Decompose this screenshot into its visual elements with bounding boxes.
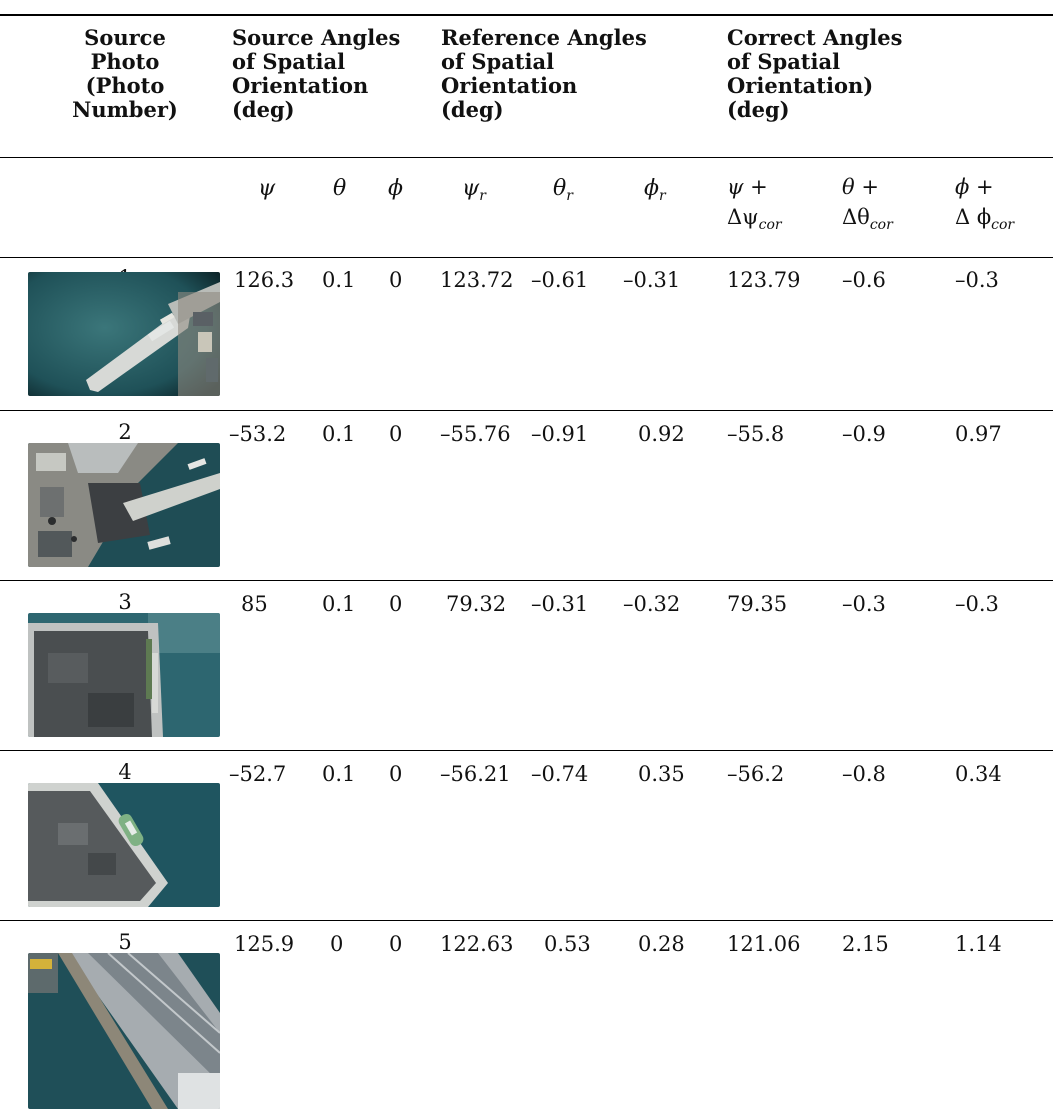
header-source-photo: Source Photo (Photo Number)	[72, 25, 178, 122]
theta-cor-top: θ +	[842, 175, 879, 199]
row-rule-2	[0, 580, 1053, 581]
row-rule-1	[0, 410, 1053, 411]
row-rule-3	[0, 750, 1053, 751]
cell-theta-cor: –0.3	[842, 592, 886, 616]
cell-psi: –52.7	[229, 762, 287, 786]
header-rule	[0, 157, 1053, 158]
cell-psi-cor: 123.79	[727, 268, 801, 292]
top-rule	[0, 14, 1053, 16]
phi-cor-delta: Δ ϕ	[955, 205, 992, 229]
cell-theta-r: –0.91	[531, 422, 589, 446]
psi-cor-delta: Δψ	[727, 205, 759, 229]
cell-phi-r: –0.31	[623, 268, 681, 292]
subheader-theta: θ	[333, 176, 346, 202]
cell-theta: 0	[330, 932, 344, 956]
theta-symbol: θ	[333, 176, 347, 201]
cell-psi: 126.3	[234, 268, 295, 292]
subheader-phi-r: ϕr	[644, 176, 666, 204]
phi-r-subscript: r	[659, 188, 666, 204]
aerial-photo-4	[28, 783, 220, 907]
cell-phi-r: 0.28	[638, 932, 685, 956]
cell-psi-r: 123.72	[440, 268, 514, 292]
cell-theta-r: –0.31	[531, 592, 589, 616]
cell-theta: 0.1	[322, 268, 356, 292]
aerial-photo-5	[28, 953, 220, 1109]
cell-psi-cor: 121.06	[727, 932, 801, 956]
aerial-photo-1	[28, 272, 220, 396]
cell-phi: 0	[389, 268, 403, 292]
phi-r-symbol: ϕ	[644, 176, 659, 201]
aerial-photo-3	[28, 613, 220, 737]
subheader-theta-r: θr	[553, 176, 573, 204]
cell-theta-r: 0.53	[544, 932, 591, 956]
theta-cor-bottom: Δθcor	[842, 202, 893, 232]
cell-theta: 0.1	[322, 762, 356, 786]
aerial-photo-2	[28, 443, 220, 567]
cell-psi-r: 79.32	[446, 592, 507, 616]
subheader-psi: ψ	[258, 176, 275, 202]
theta-r-symbol: θ	[553, 176, 567, 201]
cell-psi-r: –55.76	[440, 422, 511, 446]
cell-phi-cor: 0.34	[955, 762, 1002, 786]
photo-number: 4	[118, 760, 132, 784]
cell-phi: 0	[389, 422, 403, 446]
header-correct-angles: Correct Angles of Spatial Orientation) (…	[727, 25, 903, 122]
cell-phi: 0	[389, 762, 403, 786]
cell-psi-r: –56.21	[440, 762, 511, 786]
subheader-rule	[0, 257, 1053, 258]
cell-theta-cor: –0.8	[842, 762, 886, 786]
subheader-psi-r: ψr	[462, 176, 486, 204]
cell-theta-r: –0.74	[531, 762, 589, 786]
photo-number: 2	[118, 420, 132, 444]
phi-symbol: ϕ	[388, 176, 403, 201]
cell-phi-r: 0.92	[638, 422, 685, 446]
cell-psi-cor: –55.8	[727, 422, 785, 446]
psi-cor-bottom: Δψcor	[727, 202, 782, 232]
cell-phi-cor: 1.14	[955, 932, 1002, 956]
psi-r-symbol: ψ	[462, 176, 480, 201]
cell-theta: 0.1	[322, 422, 356, 446]
psi-r-subscript: r	[479, 188, 486, 204]
cell-psi: 125.9	[234, 932, 295, 956]
phi-cor-bottom: Δ ϕcor	[955, 202, 1014, 232]
psi-cor-top: ψ +	[727, 175, 768, 199]
cell-phi-r: 0.35	[638, 762, 685, 786]
cell-phi-cor: –0.3	[955, 268, 999, 292]
cell-phi-cor: 0.97	[955, 422, 1002, 446]
cell-psi: –53.2	[229, 422, 287, 446]
header-reference-angles: Reference Angles of Spatial Orientation …	[441, 25, 647, 122]
cell-theta-cor: 2.15	[842, 932, 889, 956]
theta-cor-subscript: cor	[869, 217, 893, 233]
cell-psi: 85	[241, 592, 268, 616]
row-rule-4	[0, 920, 1053, 921]
phi-cor-subscript: cor	[991, 217, 1015, 233]
cell-theta-r: –0.61	[531, 268, 589, 292]
cell-psi-cor: –56.2	[727, 762, 785, 786]
cell-phi-r: –0.32	[623, 592, 681, 616]
subheader-phi-cor: ϕ + Δ ϕcor	[955, 172, 1014, 232]
subheader-theta-cor: θ + Δθcor	[842, 172, 893, 232]
psi-cor-subscript: cor	[758, 217, 782, 233]
cell-psi-cor: 79.35	[727, 592, 788, 616]
subheader-phi: ϕ	[388, 176, 403, 202]
phi-cor-top: ϕ +	[955, 175, 994, 199]
cell-phi-cor: –0.3	[955, 592, 999, 616]
cell-phi: 0	[389, 592, 403, 616]
subheader-psi-cor: ψ + Δψcor	[727, 172, 782, 232]
cell-theta-cor: –0.9	[842, 422, 886, 446]
cell-psi-r: 122.63	[440, 932, 514, 956]
psi-symbol: ψ	[258, 176, 276, 201]
theta-cor-delta: Δθ	[842, 205, 870, 229]
photo-number: 5	[118, 930, 132, 954]
cell-phi: 0	[389, 932, 403, 956]
theta-r-subscript: r	[566, 188, 573, 204]
cell-theta: 0.1	[322, 592, 356, 616]
header-source-angles: Source Angles of Spatial Orientation (de…	[232, 25, 401, 122]
photo-number: 3	[118, 590, 132, 614]
cell-theta-cor: –0.6	[842, 268, 886, 292]
